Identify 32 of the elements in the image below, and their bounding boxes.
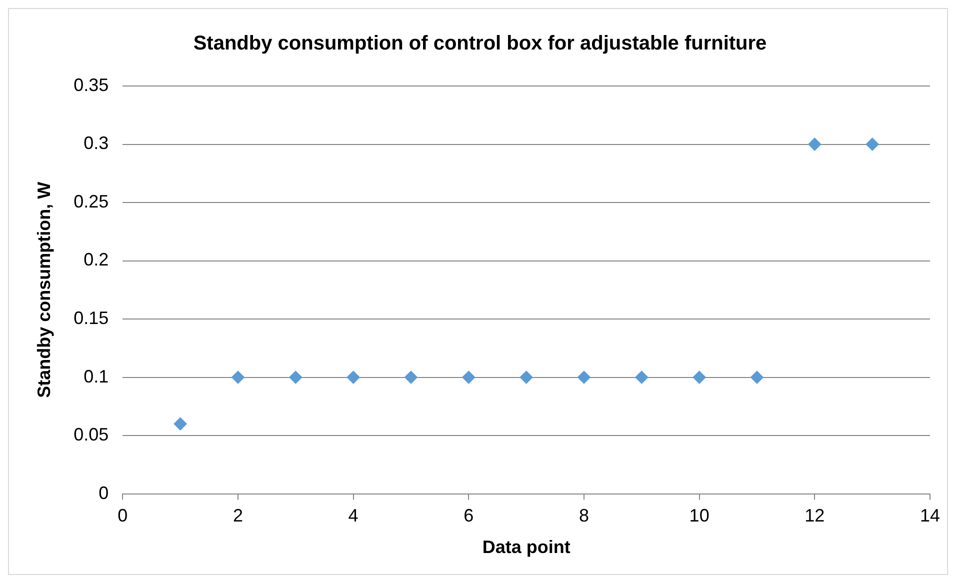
x-tick-label: 2 bbox=[232, 506, 243, 526]
point bbox=[520, 370, 533, 384]
chart-title: Standby consumption of control box for adjustable furniture bbox=[193, 32, 767, 55]
x-tick-label: 8 bbox=[578, 506, 589, 526]
point bbox=[174, 417, 187, 430]
y-tick-label: 0.25 bbox=[74, 191, 109, 212]
y-tick-label: 0 bbox=[98, 482, 109, 503]
x-tick-label: 10 bbox=[689, 506, 710, 526]
point bbox=[462, 370, 476, 384]
point bbox=[231, 370, 244, 384]
x-axis-title: Data point bbox=[482, 537, 570, 558]
y-tick-label: 0.35 bbox=[74, 74, 109, 95]
point bbox=[346, 370, 360, 384]
y-axis-title: Standby consumption, W bbox=[34, 182, 54, 398]
point bbox=[692, 370, 706, 384]
y-tick-label: 0.3 bbox=[84, 133, 109, 154]
x-tick-label: 0 bbox=[118, 506, 128, 526]
y-tick-label: 0.2 bbox=[84, 250, 109, 270]
y-tick-label: 0.05 bbox=[74, 424, 109, 445]
point bbox=[635, 370, 648, 384]
point bbox=[289, 370, 302, 384]
x-tick-label: 12 bbox=[804, 506, 825, 526]
x-tick-label: 14 bbox=[920, 506, 940, 526]
x-tick-label: 4 bbox=[348, 506, 358, 526]
y-tick-label: 0.15 bbox=[74, 308, 109, 328]
point bbox=[866, 138, 879, 151]
y-tick-label: 0.1 bbox=[84, 366, 109, 386]
point bbox=[577, 370, 590, 384]
point bbox=[808, 138, 822, 151]
point bbox=[404, 370, 418, 384]
x-tick-label: 6 bbox=[464, 506, 474, 526]
point bbox=[750, 370, 764, 384]
